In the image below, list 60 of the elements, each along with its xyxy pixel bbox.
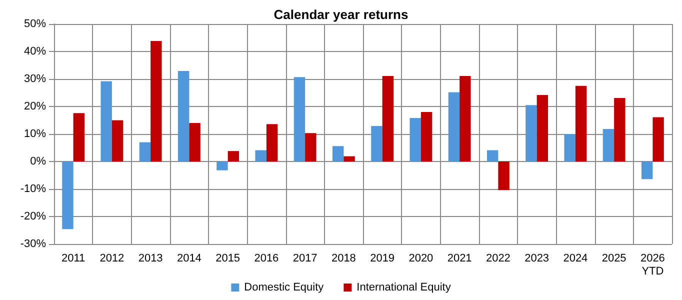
bar bbox=[420, 112, 432, 162]
bar bbox=[382, 76, 394, 162]
y-tick-label: 40% bbox=[24, 46, 46, 58]
bar bbox=[305, 133, 316, 162]
x-tick-label: 2020 bbox=[408, 252, 434, 264]
x-tick-label: 2012 bbox=[100, 252, 124, 264]
legend-label: International Equity bbox=[356, 282, 452, 294]
bar bbox=[100, 81, 112, 162]
x-tick-label: 2021 bbox=[447, 252, 472, 264]
bar bbox=[371, 126, 382, 162]
bar bbox=[216, 162, 228, 170]
x-tick-label: 2024 bbox=[563, 252, 588, 264]
bar bbox=[266, 124, 278, 162]
x-tick-label: 2025 bbox=[602, 252, 626, 264]
x-tick-label: 2022 bbox=[486, 252, 510, 264]
legend-label: Domestic Equity bbox=[244, 282, 324, 294]
bar bbox=[112, 120, 124, 162]
bar bbox=[460, 76, 471, 162]
bar bbox=[526, 105, 537, 162]
bar bbox=[410, 118, 421, 162]
x-tick-label: 2016 bbox=[254, 252, 279, 264]
bar bbox=[62, 162, 74, 230]
y-tick-label: 0% bbox=[30, 156, 46, 168]
x-tick-label: 2026 YTD bbox=[640, 252, 665, 278]
bar bbox=[575, 86, 587, 162]
bar bbox=[228, 151, 240, 162]
bar bbox=[614, 98, 626, 162]
x-tick-label: 2019 bbox=[370, 252, 395, 264]
bar bbox=[564, 134, 576, 162]
y-tick-label: -10% bbox=[20, 183, 46, 195]
bar bbox=[139, 142, 151, 162]
y-tick-label: 50% bbox=[24, 18, 46, 30]
y-tick-label: -30% bbox=[20, 238, 46, 250]
x-tick-label: 2017 bbox=[292, 252, 318, 264]
x-tick-label: 2023 bbox=[524, 252, 550, 264]
y-tick-label: -20% bbox=[20, 210, 46, 222]
bar bbox=[641, 162, 653, 180]
bar bbox=[294, 77, 306, 162]
bar bbox=[448, 92, 460, 162]
bar bbox=[652, 117, 664, 162]
bar bbox=[536, 94, 548, 162]
y-tick-label: 10% bbox=[24, 128, 46, 140]
bar bbox=[602, 129, 614, 162]
bar bbox=[344, 156, 355, 162]
bar bbox=[150, 41, 162, 162]
chart-title: Calendar year returns bbox=[274, 7, 408, 22]
x-tick-label: 2013 bbox=[138, 252, 163, 264]
bar bbox=[332, 146, 344, 162]
bar bbox=[255, 150, 266, 162]
x-tick-label: 2011 bbox=[61, 252, 86, 264]
bar bbox=[73, 113, 85, 162]
bar bbox=[486, 150, 498, 162]
x-tick-label: 2015 bbox=[216, 252, 240, 264]
bar bbox=[189, 123, 200, 162]
x-tick-label: 2014 bbox=[176, 252, 202, 264]
bar bbox=[178, 71, 190, 162]
x-tick-label: 2018 bbox=[331, 252, 356, 264]
y-tick-label: 30% bbox=[24, 73, 46, 85]
y-tick-label: 20% bbox=[24, 100, 46, 112]
bar bbox=[498, 162, 510, 190]
